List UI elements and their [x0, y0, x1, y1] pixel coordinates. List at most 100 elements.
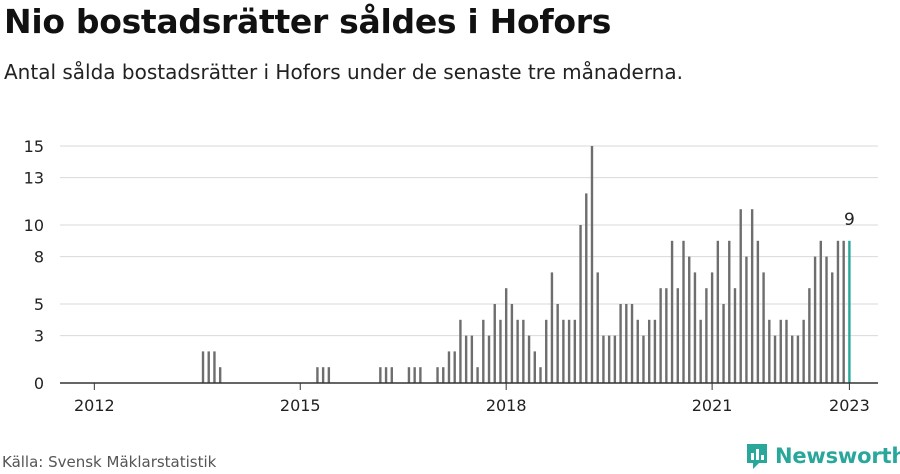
- bar: [733, 288, 737, 383]
- bar: [493, 304, 496, 383]
- x-tick-label: 2012: [74, 396, 115, 415]
- bar: [625, 304, 628, 383]
- y-tick-label: 0: [34, 374, 44, 393]
- bar: [522, 319, 525, 383]
- bar-chart-logo-icon: [747, 444, 767, 469]
- bar-highlight: [848, 240, 851, 383]
- bar: [590, 146, 594, 383]
- bar: [545, 319, 548, 383]
- labels: 0 3 5 8 10 13 15 9 2012 2015 2018 2021 2023: [24, 137, 870, 415]
- bar: [510, 304, 514, 383]
- chart-subtitle: Antal sålda bostadsrätter i Hofors under…: [4, 60, 683, 84]
- bar: [436, 367, 439, 383]
- bar: [459, 319, 462, 383]
- bar: [802, 319, 805, 383]
- bar: [768, 319, 771, 383]
- bar: [825, 256, 828, 383]
- bar: [728, 240, 731, 383]
- bar: [659, 288, 662, 383]
- bar: [596, 272, 599, 383]
- bar: [556, 304, 559, 383]
- bar: [562, 319, 565, 383]
- chart-title: Nio bostadsrätter såldes i Hofors: [4, 2, 612, 41]
- bar: [647, 319, 651, 383]
- bar: [791, 335, 794, 383]
- bars: [201, 146, 851, 383]
- bar: [722, 304, 725, 383]
- x-tick-label: 2015: [280, 396, 321, 415]
- bar: [218, 367, 222, 383]
- bar: [453, 351, 456, 383]
- bar: [527, 335, 531, 383]
- bar: [602, 335, 605, 383]
- x-tick-label: 2018: [486, 396, 527, 415]
- bar: [579, 225, 582, 383]
- y-tick-label: 15: [24, 137, 44, 156]
- bar: [710, 272, 714, 383]
- brand-name: Newsworthy: [775, 444, 900, 468]
- bar: [693, 272, 697, 383]
- bar: [750, 209, 754, 383]
- bar: [796, 335, 800, 383]
- bar: [745, 256, 748, 383]
- y-tick-label: 5: [34, 295, 44, 314]
- bar: [464, 335, 468, 383]
- bar: [499, 319, 502, 383]
- bar: [447, 351, 451, 383]
- bar: [619, 304, 622, 383]
- bar: [379, 367, 382, 383]
- bar: [533, 351, 536, 383]
- bar: [213, 351, 216, 383]
- bar: [585, 193, 588, 383]
- bar: [785, 319, 788, 383]
- grid-lines: [60, 145, 878, 337]
- bar: [653, 319, 657, 383]
- bar: [699, 319, 702, 383]
- bar: [482, 319, 485, 383]
- bar: [642, 335, 645, 383]
- bar: [470, 335, 474, 383]
- bar: [413, 367, 416, 383]
- bar: [573, 319, 577, 383]
- bar: [831, 272, 834, 383]
- bar: [201, 351, 205, 383]
- bar: [407, 367, 411, 383]
- y-tick-label: 13: [24, 169, 44, 188]
- bar: [321, 367, 325, 383]
- bar: [550, 272, 554, 383]
- bar: [207, 351, 210, 383]
- bar: [516, 319, 519, 383]
- axes: [60, 382, 878, 390]
- bar: [384, 367, 388, 383]
- y-tick-label: 8: [34, 248, 44, 267]
- data-label: 9: [844, 210, 855, 230]
- bar: [739, 209, 742, 383]
- bar: [613, 335, 617, 383]
- bar: [756, 240, 760, 383]
- bar: [327, 367, 331, 383]
- bar: [773, 335, 777, 383]
- bar: [670, 240, 674, 383]
- bar: [808, 288, 811, 383]
- bar: [813, 256, 817, 383]
- bar: [442, 367, 445, 383]
- x-tick-label: 2023: [829, 396, 870, 415]
- source-note: Källa: Svensk Mäklarstatistik: [2, 453, 217, 471]
- bar: [836, 240, 840, 383]
- brand[interactable]: Newsworthy: [745, 442, 900, 470]
- bar: [487, 335, 491, 383]
- bar: [762, 272, 765, 383]
- bar: [630, 304, 634, 383]
- bar: [390, 367, 393, 383]
- bar: [705, 288, 708, 383]
- bar: [716, 240, 720, 383]
- bar: [676, 288, 679, 383]
- bar: [682, 240, 685, 383]
- bar: [688, 256, 691, 383]
- bar: [539, 367, 542, 383]
- bar: [316, 367, 319, 383]
- bar: [842, 240, 845, 383]
- bar: [504, 288, 508, 383]
- bar: [607, 335, 611, 383]
